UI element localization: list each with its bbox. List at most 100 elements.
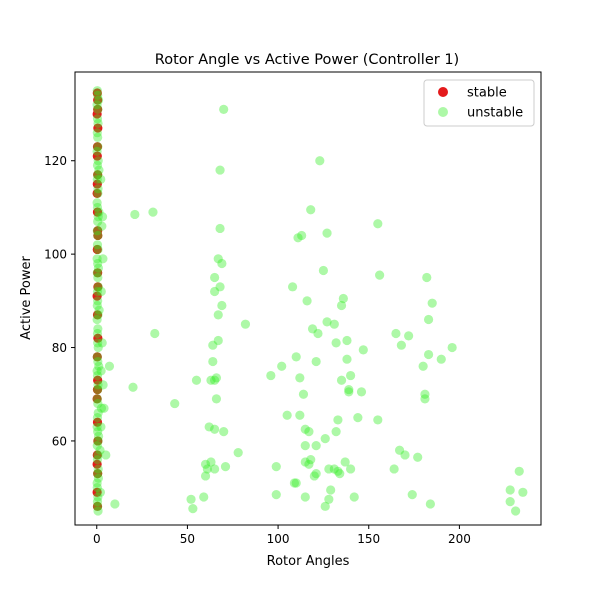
point-unstable-160: [326, 485, 336, 495]
point-unstable-76: [98, 380, 108, 390]
point-unstable-187: [394, 445, 405, 455]
point-stable-25: [92, 179, 102, 189]
point-unstable-182: [373, 219, 383, 229]
point-unstable-64: [93, 263, 103, 273]
point-unstable-21: [93, 230, 103, 241]
point-unstable-12: [93, 170, 103, 180]
point-unstable-117: [217, 300, 227, 311]
x-tick-label: 0: [93, 532, 101, 546]
point-unstable-167: [335, 469, 345, 479]
point-unstable-98: [204, 422, 214, 432]
point-unstable-196: [422, 272, 432, 283]
point-unstable-130: [291, 352, 301, 362]
point-unstable-50: [93, 436, 103, 446]
point-unstable-5: [93, 118, 103, 128]
point-unstable-46: [93, 408, 103, 418]
point-unstable-8: [93, 142, 103, 152]
point-unstable-193: [418, 361, 428, 371]
point-unstable-43: [93, 384, 103, 395]
point-unstable-85: [110, 499, 120, 509]
point-unstable-75: [96, 366, 106, 376]
point-unstable-151: [313, 328, 323, 339]
point-unstable-88: [148, 207, 158, 217]
point-unstable-144: [306, 205, 316, 215]
x-tick-label: 50: [180, 532, 195, 546]
x-tick-label: 100: [267, 532, 290, 546]
point-unstable-110: [213, 335, 223, 346]
point-unstable-145: [306, 455, 316, 465]
point-stable-6: [93, 170, 103, 180]
point-unstable-128: [287, 282, 298, 292]
point-unstable-180: [356, 387, 367, 397]
point-unstable-66: [93, 431, 104, 441]
point-unstable-176: [346, 464, 356, 474]
point-unstable-203: [505, 485, 515, 495]
point-unstable-28: [93, 282, 103, 292]
x-tick-label: 150: [357, 532, 380, 546]
point-unstable-118: [219, 104, 229, 114]
point-unstable-135: [297, 230, 307, 241]
point-unstable-73: [97, 212, 108, 222]
point-unstable-127: [282, 410, 292, 420]
point-unstable-22: [92, 240, 103, 250]
point-unstable-194: [420, 389, 430, 399]
point-unstable-45: [93, 398, 103, 409]
point-unstable-77: [96, 403, 107, 413]
point-unstable-84: [101, 450, 111, 460]
point-stable-29: [93, 226, 103, 236]
point-unstable-105: [210, 375, 220, 385]
point-unstable-48: [92, 422, 102, 432]
point-unstable-131: [291, 478, 301, 488]
point-unstable-54: [93, 464, 103, 474]
point-unstable-185: [389, 464, 399, 474]
point-stable-15: [92, 352, 102, 362]
point-unstable-197: [423, 314, 434, 325]
points-layer: [92, 86, 528, 516]
point-unstable-163: [331, 338, 341, 348]
point-stable-11: [93, 268, 103, 278]
point-stable-20: [92, 450, 102, 460]
point-unstable-34: [93, 324, 103, 334]
point-unstable-171: [340, 457, 350, 467]
point-stable-26: [93, 282, 103, 292]
point-unstable-201: [436, 354, 446, 364]
point-unstable-170: [338, 293, 348, 304]
point-unstable-72: [96, 286, 106, 297]
point-unstable-2: [92, 100, 102, 110]
point-unstable-139: [300, 441, 310, 451]
chart-title: Rotor Angle vs Active Power (Controller …: [155, 52, 459, 68]
y-tick-label: 100: [44, 248, 67, 262]
y-axis-ticks: 60 80 100 120: [44, 154, 75, 448]
point-unstable-175: [344, 384, 354, 395]
point-unstable-63: [94, 165, 104, 175]
point-stable-22: [92, 487, 102, 497]
point-unstable-47: [92, 412, 103, 423]
legend-label-unstable: unstable: [467, 106, 523, 121]
point-unstable-178: [349, 492, 359, 502]
point-unstable-192: [413, 452, 423, 462]
point-unstable-52: [93, 450, 103, 460]
point-unstable-146: [307, 324, 318, 334]
point-unstable-140: [300, 492, 310, 502]
point-unstable-15: [93, 188, 103, 199]
y-tick-label: 80: [52, 341, 67, 355]
point-unstable-111: [213, 310, 223, 320]
y-tick-label: 120: [44, 154, 67, 168]
point-unstable-6: [92, 128, 102, 138]
point-unstable-39: [93, 356, 103, 367]
point-unstable-153: [318, 265, 329, 276]
point-stable-12: [92, 291, 102, 301]
point-unstable-190: [404, 331, 414, 341]
point-unstable-125: [271, 490, 281, 500]
point-unstable-183: [373, 415, 383, 425]
legend-label-stable: stable: [467, 86, 507, 101]
point-unstable-141: [302, 296, 312, 306]
point-unstable-191: [407, 490, 417, 500]
point-unstable-94: [199, 492, 209, 502]
point-unstable-120: [220, 462, 231, 472]
series-unstable: [92, 86, 528, 516]
point-unstable-68: [93, 473, 103, 483]
point-unstable-159: [324, 494, 334, 504]
point-unstable-104: [210, 424, 220, 434]
point-stable-4: [92, 142, 103, 152]
